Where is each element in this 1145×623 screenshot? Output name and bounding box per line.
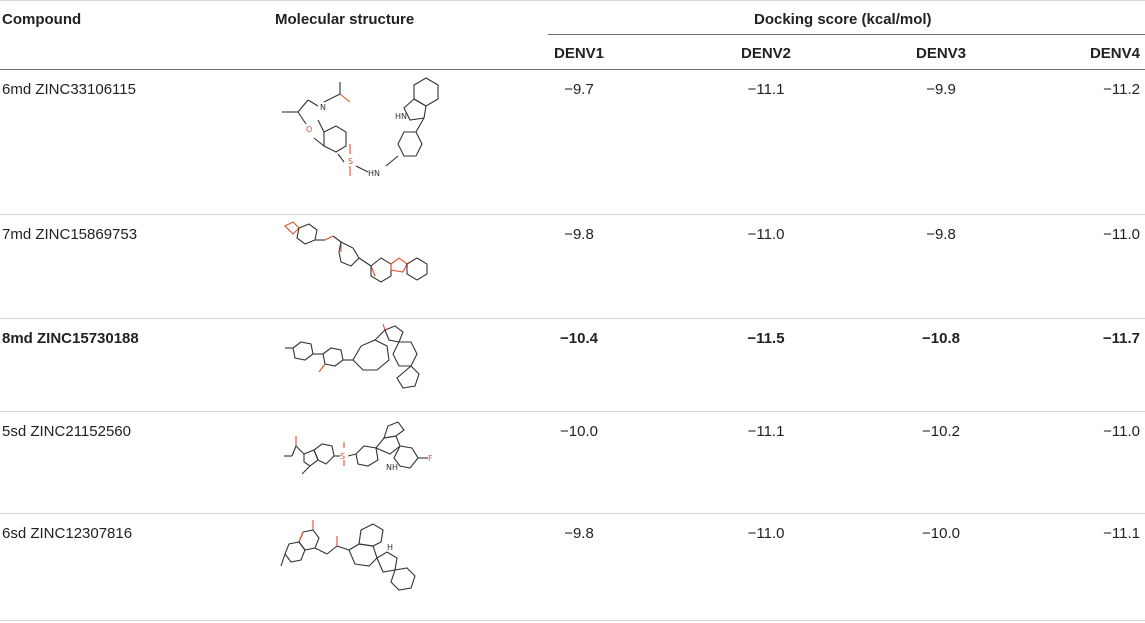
svg-text:N: N	[320, 103, 326, 112]
score-denv4: −11.0	[1103, 423, 1140, 440]
score-denv2: −11.1	[747, 81, 785, 98]
table-top-rule	[0, 0, 1145, 1]
svg-text:S: S	[348, 157, 353, 166]
compound-name: 7md ZINC15869753	[2, 226, 138, 243]
score-denv3: −9.9	[926, 81, 956, 98]
table-bottom-rule	[0, 620, 1145, 621]
molecule-5sd-structure: S NH F	[284, 421, 433, 475]
svg-text:NH: NH	[386, 463, 398, 472]
score-denv3: −9.8	[926, 226, 956, 243]
score-denv2: −11.0	[747, 226, 785, 243]
svg-text:O: O	[306, 125, 312, 134]
header-denv2: DENV2	[740, 45, 792, 62]
molecule-6sd-structure: H	[280, 520, 416, 591]
score-denv3: −10.0	[922, 525, 960, 542]
score-denv4: −11.2	[1103, 81, 1140, 98]
molecule-7md-structure	[284, 221, 428, 283]
score-denv2: −11.0	[747, 525, 785, 542]
row-divider	[0, 513, 1145, 514]
score-denv1: −10.4	[560, 330, 598, 347]
header-denv1: DENV1	[553, 45, 605, 62]
score-denv1: −9.8	[564, 525, 594, 542]
score-denv3: −10.2	[922, 423, 960, 440]
docking-group-rule	[548, 34, 1145, 35]
score-denv1: −10.0	[560, 423, 598, 440]
score-denv2: −11.1	[747, 423, 785, 440]
header-denv4: DENV4	[1089, 45, 1140, 62]
header-docking-score: Docking score (kcal/mol)	[754, 11, 932, 28]
molecule-8md-structure	[285, 323, 420, 389]
header-bottom-rule	[0, 69, 1145, 70]
score-denv2: −11.5	[747, 330, 785, 347]
row-divider	[0, 318, 1145, 319]
compound-name: 6sd ZINC12307816	[2, 525, 133, 542]
score-denv4: −11.0	[1103, 226, 1140, 243]
header-denv3: DENV3	[915, 45, 967, 62]
score-denv4: −11.1	[1103, 525, 1140, 542]
compound-name: 6md ZINC33106115	[2, 81, 136, 98]
svg-text:H: H	[368, 169, 374, 178]
compound-name: 5sd ZINC21152560	[2, 423, 131, 440]
svg-text:F: F	[428, 454, 433, 463]
svg-text:S: S	[340, 452, 345, 461]
svg-text:HN: HN	[395, 112, 407, 121]
header-compound: Compound	[2, 11, 82, 28]
score-denv4: −11.7	[1102, 330, 1140, 347]
score-denv3: −10.8	[922, 330, 960, 347]
score-denv1: −9.8	[564, 226, 594, 243]
row-divider	[0, 214, 1145, 215]
score-denv1: −9.7	[564, 81, 594, 98]
compound-name: 8md ZINC15730188	[2, 330, 139, 347]
header-molecular-structure: Molecular structure	[275, 11, 415, 28]
svg-text:N: N	[374, 169, 380, 178]
row-divider	[0, 411, 1145, 412]
svg-text:H: H	[387, 543, 393, 552]
